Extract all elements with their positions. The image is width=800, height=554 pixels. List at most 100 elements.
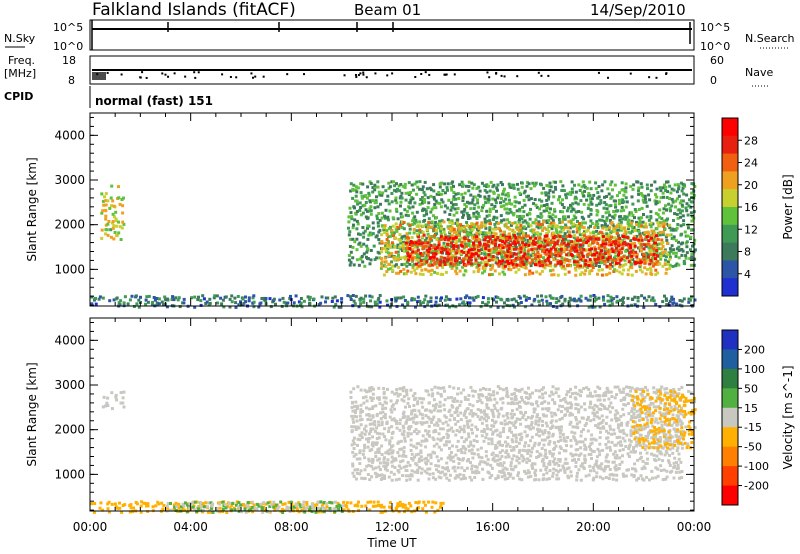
data-cell	[483, 409, 486, 413]
data-cell	[451, 198, 455, 202]
data-cell	[469, 231, 473, 235]
data-cell	[555, 297, 559, 301]
data-cell	[508, 426, 512, 430]
data-cell	[632, 226, 636, 229]
nave-point	[235, 76, 238, 79]
data-cell	[351, 400, 354, 404]
data-cell	[450, 266, 454, 270]
data-cell	[576, 236, 580, 240]
data-cell	[450, 253, 454, 257]
data-cell	[367, 194, 371, 197]
data-cell	[626, 236, 630, 240]
data-cell	[412, 430, 416, 433]
data-cell	[592, 253, 596, 256]
data-cell	[451, 455, 455, 459]
data-cell	[369, 258, 373, 262]
data-cell	[500, 454, 504, 458]
data-cell	[349, 390, 353, 394]
data-cell	[493, 407, 497, 411]
data-cell	[512, 259, 516, 263]
data-cell	[562, 449, 566, 453]
data-cell	[564, 237, 568, 241]
data-cell	[597, 185, 601, 188]
data-cell	[427, 235, 431, 238]
data-cell	[587, 192, 591, 195]
data-cell	[374, 455, 378, 458]
data-cell	[556, 254, 560, 258]
data-cell	[269, 305, 273, 309]
data-cell	[610, 264, 614, 268]
data-cell	[565, 461, 569, 465]
data-cell	[428, 467, 432, 471]
data-cell	[541, 413, 545, 417]
data-cell	[511, 228, 515, 232]
data-cell	[544, 448, 547, 452]
data-cell	[432, 438, 436, 442]
data-cell	[410, 412, 413, 416]
data-cell	[409, 191, 413, 194]
data-cell	[434, 199, 438, 203]
data-cell	[453, 411, 457, 414]
data-cell	[135, 302, 139, 306]
data-cell	[419, 302, 423, 306]
data-cell	[548, 189, 552, 192]
data-cell	[476, 225, 480, 228]
data-cell	[433, 270, 437, 274]
data-cell	[404, 454, 408, 458]
data-cell	[121, 211, 125, 215]
data-cell	[646, 230, 650, 234]
data-cell	[432, 262, 436, 266]
data-cell	[524, 418, 528, 422]
data-cell	[463, 469, 467, 473]
data-cell	[495, 300, 498, 304]
data-cell	[106, 396, 110, 400]
data-cell	[551, 219, 555, 223]
data-cell	[469, 443, 473, 447]
data-cell	[455, 399, 459, 403]
data-cell	[601, 259, 605, 263]
data-cell	[437, 260, 441, 264]
data-cell	[486, 263, 490, 266]
data-cell	[458, 183, 462, 187]
data-cell	[355, 219, 359, 223]
data-cell	[395, 182, 398, 186]
data-cell	[400, 226, 404, 229]
data-cell	[496, 409, 500, 413]
data-cell	[605, 218, 609, 222]
data-cell	[411, 188, 415, 192]
data-cell	[647, 253, 650, 257]
data-cell	[420, 471, 423, 475]
data-cell	[497, 251, 501, 255]
data-cell	[496, 222, 500, 225]
data-cell	[604, 247, 608, 251]
data-cell	[566, 401, 570, 405]
data-cell	[395, 271, 399, 275]
data-cell	[668, 299, 672, 303]
data-cell	[546, 252, 550, 256]
data-cell	[403, 305, 407, 309]
data-cell	[373, 183, 377, 187]
data-cell	[572, 214, 576, 218]
data-cell	[430, 248, 434, 252]
data-cell	[569, 406, 573, 410]
data-cell	[480, 429, 484, 433]
data-cell	[460, 436, 464, 440]
data-cell	[490, 437, 494, 441]
data-cell	[425, 251, 428, 255]
data-cell	[480, 401, 484, 405]
data-cell	[667, 202, 671, 206]
nave-point	[141, 71, 144, 74]
data-cell	[454, 269, 458, 273]
data-cell	[462, 209, 466, 213]
data-cell	[477, 395, 481, 399]
data-cell	[128, 298, 132, 302]
data-cell	[438, 219, 442, 223]
data-cell	[517, 295, 521, 298]
data-cell	[433, 223, 437, 227]
data-cell	[450, 260, 454, 264]
data-cell	[538, 395, 542, 399]
data-cell	[438, 404, 442, 408]
data-cell	[687, 300, 691, 304]
data-cell	[560, 416, 564, 420]
data-cell	[581, 236, 585, 240]
